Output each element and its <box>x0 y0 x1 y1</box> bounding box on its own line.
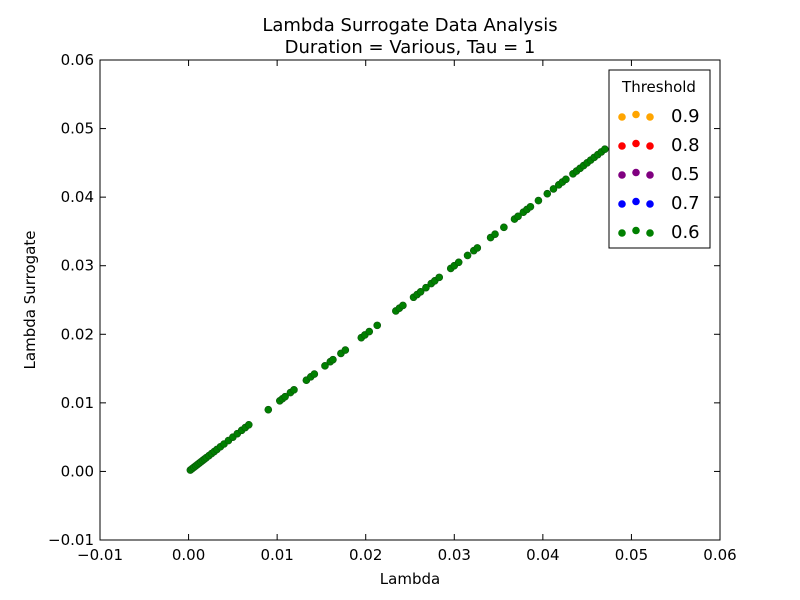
data-point <box>454 258 463 267</box>
data-point <box>321 362 329 370</box>
legend-marker <box>618 113 626 121</box>
data-point <box>473 244 482 252</box>
data-point <box>373 321 382 330</box>
legend-entry: 0.8 <box>618 135 700 156</box>
data-point <box>399 301 407 310</box>
data-point <box>422 283 430 292</box>
data-point <box>601 145 609 153</box>
x-axis-label: Lambda <box>380 570 440 588</box>
legend-entry: 0.6 <box>618 222 700 243</box>
data-point <box>500 223 508 232</box>
legend-marker <box>646 171 654 179</box>
y-tick-label: 0.04 <box>61 188 94 206</box>
data-point <box>329 355 337 364</box>
legend-title: Threshold <box>621 78 696 96</box>
y-tick-label: 0.03 <box>61 257 94 275</box>
y-tick-label: 0.02 <box>61 325 94 343</box>
data-point <box>245 420 253 429</box>
x-tick-label: 0.02 <box>349 546 382 564</box>
legend-marker <box>618 171 626 179</box>
legend-marker <box>632 168 640 177</box>
legend-marker <box>632 110 640 119</box>
legend-marker <box>646 113 654 121</box>
y-tick-label: 0.01 <box>61 394 94 412</box>
data-point <box>543 189 552 198</box>
legend-label: 0.9 <box>671 106 700 127</box>
y-tick-label: 0.00 <box>61 462 94 480</box>
y-tick-label: −0.01 <box>48 531 94 549</box>
x-tick-label: 0.01 <box>260 546 293 564</box>
legend-marker <box>632 226 640 235</box>
x-tick-label: 0.03 <box>438 546 471 564</box>
data-point <box>264 405 273 414</box>
legend-entry: 0.5 <box>618 164 700 185</box>
axis-ticks: −0.01 0.00 0.01 0.02 0.03 0.04 0.05 0.06 −0.01 0.… <box>48 51 737 564</box>
x-tick-label: 0.04 <box>526 546 559 564</box>
y-tick-label: 0.05 <box>61 120 94 138</box>
data-point <box>562 175 570 184</box>
chart-title: Lambda Surrogate Data Analysis <box>262 15 557 36</box>
y-tick-label: 0.06 <box>61 51 94 69</box>
x-tick-label: −0.01 <box>77 546 123 564</box>
legend-marker <box>646 200 654 208</box>
legend-label: 0.8 <box>671 135 700 156</box>
data-point <box>416 287 425 296</box>
y-axis-label: Lambda Surrogate <box>21 231 39 370</box>
legend-box <box>608 69 711 249</box>
legend-marker <box>646 142 654 150</box>
data-point <box>341 346 350 354</box>
data-point <box>526 202 535 211</box>
plot-frame <box>99 59 721 541</box>
data-point <box>491 230 499 238</box>
data-point <box>281 392 289 401</box>
legend-marker <box>646 229 654 237</box>
legend-entry: 0.9 <box>618 106 700 127</box>
legend-marker <box>632 197 640 206</box>
legend: Threshold 0.9 0.8 0.5 0.7 0.6 <box>608 69 711 249</box>
data-point <box>534 196 543 205</box>
data-points <box>186 145 609 474</box>
legend-entry: 0.7 <box>618 193 700 214</box>
chart-subtitle: Duration = Various, Tau = 1 <box>285 37 536 58</box>
data-point <box>435 273 444 282</box>
data-point <box>310 370 319 378</box>
legend-label: 0.7 <box>671 193 700 214</box>
x-tick-label: 0.06 <box>703 546 736 564</box>
legend-label: 0.5 <box>671 164 700 185</box>
legend-marker <box>618 200 626 208</box>
data-point <box>514 212 522 221</box>
data-point <box>290 386 298 394</box>
legend-marker <box>618 142 626 150</box>
data-point <box>549 185 558 193</box>
data-point <box>463 251 472 260</box>
x-tick-label: 0.05 <box>615 546 648 564</box>
data-point <box>365 327 374 336</box>
legend-marker <box>632 139 640 148</box>
x-tick-label: 0.00 <box>172 546 205 564</box>
legend-marker <box>618 229 626 237</box>
legend-label: 0.6 <box>671 222 700 243</box>
series-0.6 <box>186 145 609 474</box>
